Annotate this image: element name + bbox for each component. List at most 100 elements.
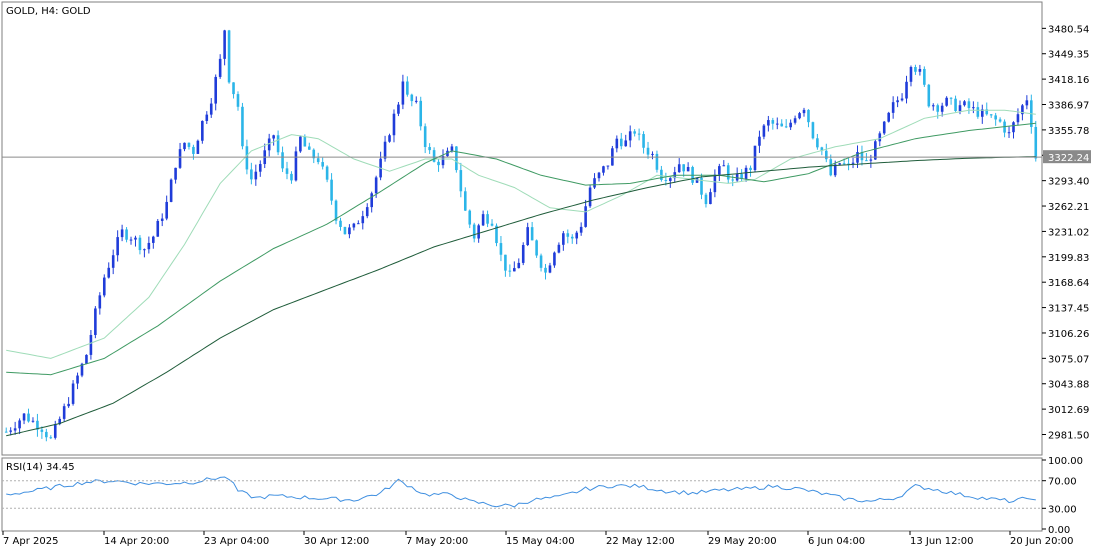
candle-body [780,123,784,127]
candle-body [1007,132,1011,134]
candle-body [891,102,895,113]
price-tick-label: 3231.02 [1048,227,1089,238]
candle-body [192,146,195,154]
candle-body [468,210,472,225]
candle-body [544,267,547,273]
candle-body [165,201,168,219]
candle-body [374,177,378,194]
candle-body [677,164,681,173]
candle-body [281,152,284,169]
candle-body [588,187,592,207]
candle-body [660,169,663,180]
candle-body [767,120,770,126]
candle-body [860,152,864,161]
candle-body [223,30,226,59]
candle-body [700,177,703,195]
candle-body [802,109,806,114]
candle-body [535,240,538,256]
candle-body [147,242,151,250]
candle-body [980,109,984,117]
candle-body [410,94,414,102]
candle-body [553,252,556,266]
candle-body [927,84,931,107]
price-tick-label: 3262.21 [1048,202,1089,213]
candle-body [1012,122,1015,133]
candle-body [267,138,271,151]
candle-body [651,153,654,155]
candle-body [918,68,922,72]
candle-body [299,136,302,152]
candle-body [655,153,659,170]
candle-body [499,243,503,255]
candle-body [27,413,30,422]
candle-body [985,109,989,115]
candle-body [998,119,1002,122]
candle-body [909,67,913,82]
candle-body [624,140,628,147]
candle-body [62,406,66,419]
candle-body [842,163,846,165]
candle-body [762,125,766,137]
rsi-tick-label: 0.00 [1048,525,1070,536]
rsi-tick-label: 30.00 [1048,504,1077,515]
candle-body [775,123,779,125]
candle-body [606,165,610,167]
candle-body [1021,105,1024,115]
chart-title: GOLD, H4: GOLD [6,6,91,17]
candle-body [637,133,641,135]
candle-body [383,141,387,159]
candle-body [67,403,70,407]
time-axis: 7 Apr 2025 14 Apr 20:00 23 Apr 04:00 30 Apr… [2,531,1074,547]
candle-body [557,244,561,253]
candle-body [1034,126,1038,159]
candle-body [9,430,12,432]
candle-body [642,134,645,148]
candle-body [865,160,868,162]
candle-body [1016,114,1020,123]
price-tick-label: 3386.97 [1048,101,1089,112]
candle-body [343,226,347,235]
candle-body [85,354,88,364]
candle-body [152,236,155,243]
candle-body [316,158,320,163]
candle-body [936,105,940,112]
candle-body [824,150,828,160]
candle-body [143,249,146,251]
candle-body [798,113,801,119]
candle-body [80,363,84,376]
price-tick-label: 3449.35 [1048,50,1089,61]
candle-body [517,262,521,269]
candle-body [111,255,115,268]
candle-body [441,156,445,166]
candle-body [463,191,467,211]
time-tick-label: 15 May 04:00 [506,536,575,547]
candle-body [183,142,186,150]
candle-body [49,437,53,439]
moving-average-lines [6,109,1036,437]
candle-body [989,114,993,116]
candle-body [521,245,525,263]
candle-body [290,173,293,181]
price-tick-label: 3075.07 [1048,354,1089,365]
candle-body [771,120,775,124]
candle-body [869,159,873,161]
price-tick-label: 3480.54 [1048,24,1089,35]
time-tick-label: 23 Apr 04:00 [204,536,269,547]
candle-body [615,138,619,149]
candle-body [905,81,908,99]
candle-body [307,146,311,150]
time-tick-label: 29 May 20:00 [708,536,777,547]
price-axis: 3480.543449.353418.163386.973355.783324.… [2,24,1091,442]
candle-body [954,98,957,112]
candle-body [330,179,333,201]
candle-body [169,179,173,202]
candle-body [758,136,761,146]
ma-mid-line [6,122,1036,376]
candle-body [718,166,721,175]
candle-body [896,100,899,103]
candle-body [477,225,480,239]
candle-body [392,113,396,136]
candle-body [401,81,405,105]
